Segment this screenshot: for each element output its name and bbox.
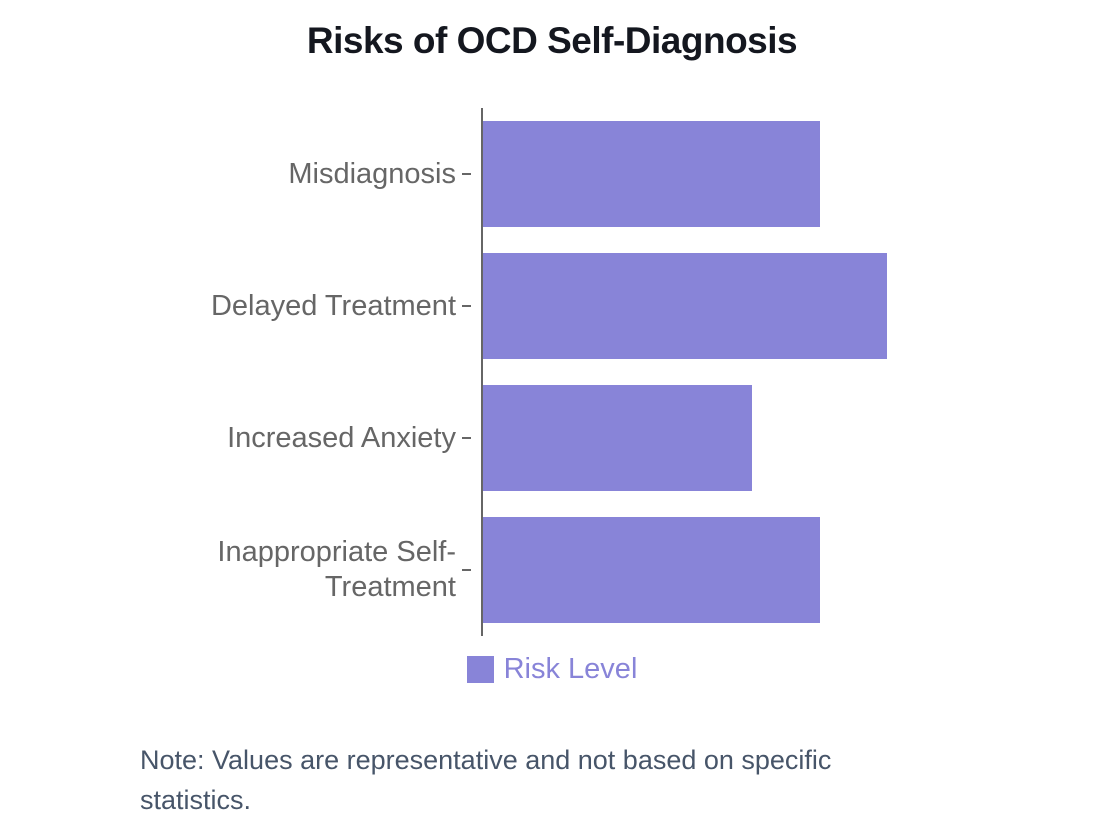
axis-tick — [462, 304, 471, 307]
axis-tick — [462, 436, 471, 439]
legend-label: Risk Level — [503, 653, 638, 685]
chart-row: Delayed Treatment — [0, 240, 1104, 372]
axis-tick — [462, 172, 471, 175]
bar-track — [483, 372, 932, 504]
category-label-cell: Misdiagnosis — [0, 157, 471, 192]
risk-bar — [483, 385, 753, 491]
axis-tick — [462, 569, 471, 571]
category-label: Inappropriate Self-Treatment — [217, 536, 456, 603]
category-label: Misdiagnosis — [288, 157, 456, 190]
bar-track — [483, 108, 932, 240]
bar-track — [483, 240, 932, 372]
category-label: Delayed Treatment — [210, 289, 456, 322]
category-label-cell: Increased Anxiety — [0, 421, 471, 456]
chart-row: Misdiagnosis — [0, 108, 1104, 240]
chart-row: Inappropriate Self-Treatment — [0, 504, 1104, 636]
y-axis-line — [481, 108, 483, 636]
legend-swatch-icon — [466, 656, 494, 683]
chart-note: Note: Values are representative and not … — [140, 745, 832, 815]
category-label: Increased Anxiety — [227, 421, 456, 454]
chart-title: Risks of OCD Self-Diagnosis — [306, 20, 798, 61]
risk-bar — [483, 517, 820, 623]
risk-bar — [483, 253, 888, 359]
risk-bar — [483, 121, 820, 227]
category-label-cell: Inappropriate Self-Treatment — [0, 535, 471, 605]
category-label-cell: Delayed Treatment — [0, 289, 471, 324]
chart-legend: Risk Level — [0, 653, 1104, 686]
bar-chart: Misdiagnosis Delayed Treatment Increased… — [0, 108, 1104, 636]
bar-track — [483, 504, 932, 636]
chart-row: Increased Anxiety — [0, 372, 1104, 504]
